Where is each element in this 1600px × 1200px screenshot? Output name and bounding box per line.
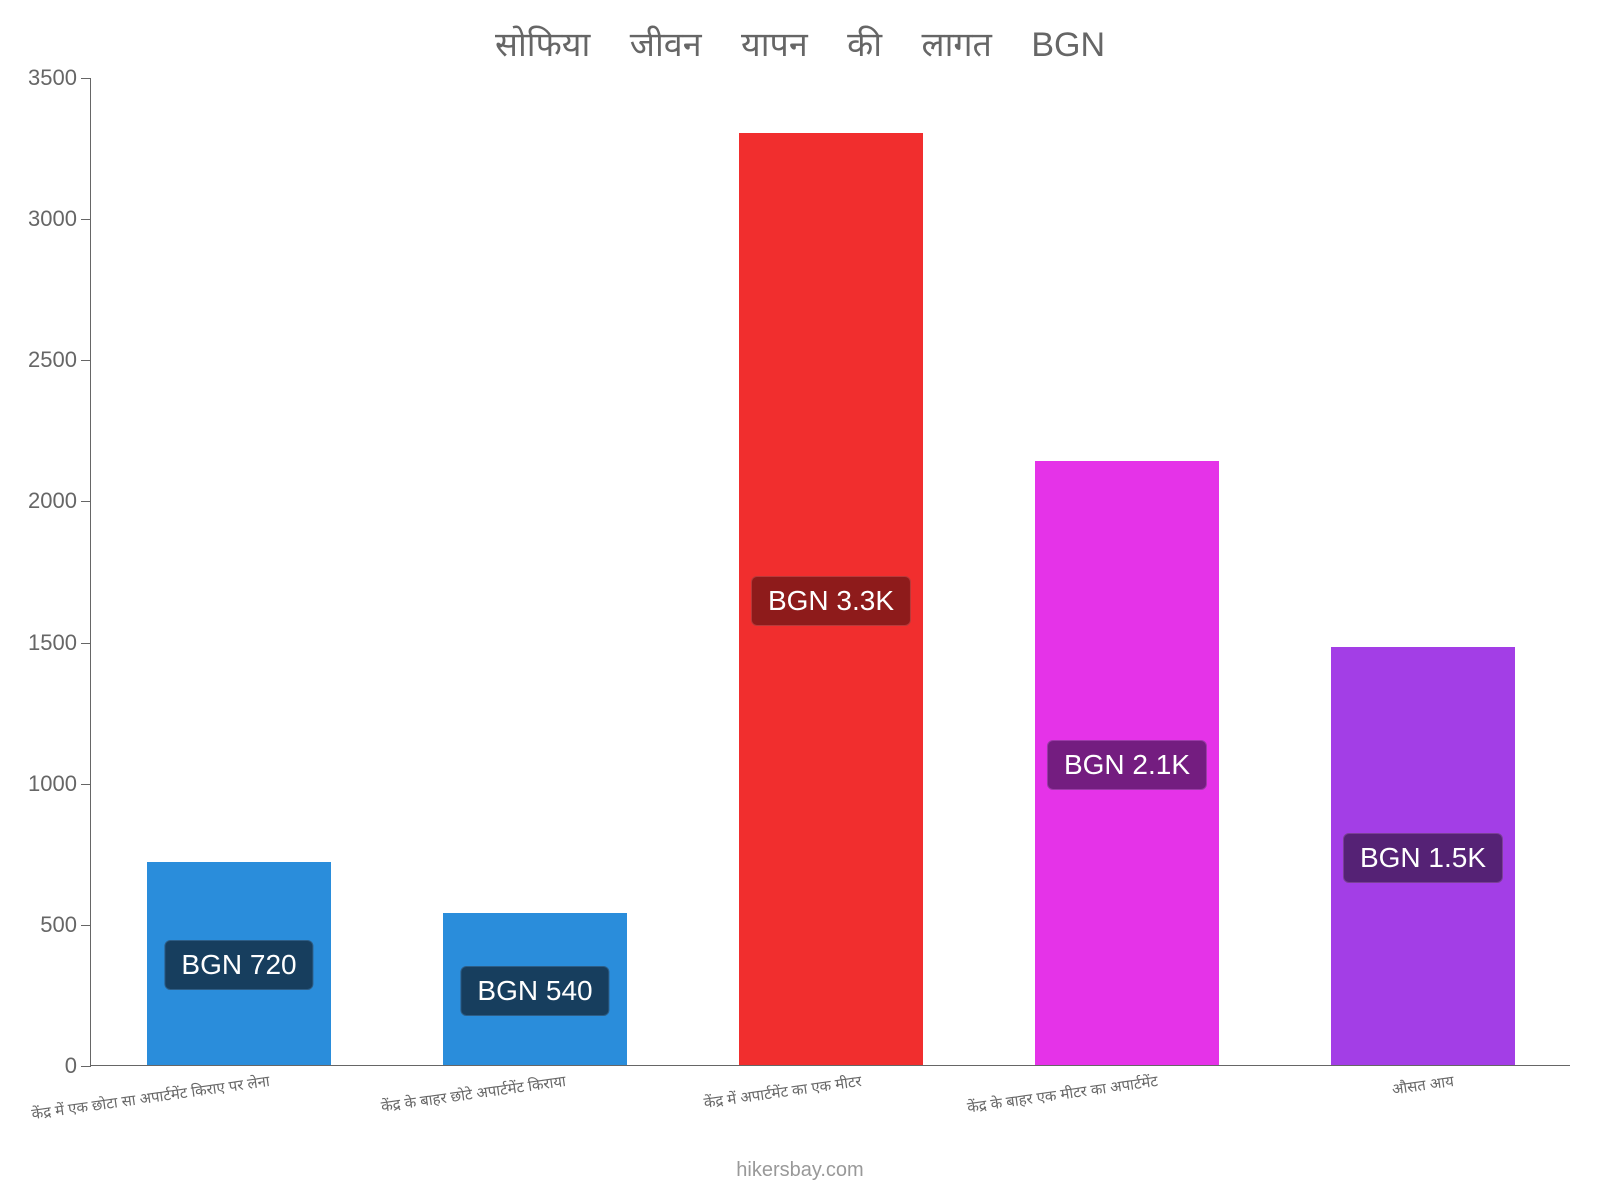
y-tick: [81, 501, 91, 502]
y-tick: [81, 1066, 91, 1067]
y-tick: [81, 925, 91, 926]
y-tick: [81, 643, 91, 644]
y-tick: [81, 360, 91, 361]
x-axis-label: केंद्र के बाहर छोटे अपार्टमेंट किराया: [379, 1071, 566, 1117]
y-axis-label: 3500: [28, 65, 77, 91]
x-axis-label: केंद्र के बाहर एक मीटर का अपार्टमेंट: [966, 1071, 1159, 1118]
plot-area: BGN 720BGN 540BGN 3.3KBGN 2.1KBGN 1.5K 0…: [90, 78, 1570, 1066]
cost-of-living-chart: सोफिया जीवन यापन की लागत BGN BGN 720BGN …: [0, 0, 1600, 1200]
x-axis-label: केंद्र में अपार्टमेंट का एक मीटर: [703, 1071, 863, 1113]
chart-title: सोफिया जीवन यापन की लागत BGN: [0, 20, 1600, 66]
y-axis-label: 0: [65, 1053, 77, 1079]
bar-value-label: BGN 2.1K: [1047, 740, 1207, 790]
y-tick: [81, 78, 91, 79]
bar-value-label: BGN 1.5K: [1343, 833, 1503, 883]
y-axis-label: 500: [40, 912, 77, 938]
bar-value-label: BGN 3.3K: [751, 576, 911, 626]
bar-value-label: BGN 540: [460, 966, 609, 1016]
bars-container: BGN 720 BGN 540 BGN 3.3K BGN 2.1K BGN 1.5K: [91, 78, 1570, 1065]
y-axis-label: 2500: [28, 347, 77, 373]
source-label: hikersbay.com: [0, 1159, 1600, 1182]
bar-value-label: BGN 720: [164, 940, 313, 990]
y-axis-label: 1000: [28, 771, 77, 797]
y-axis-label: 2000: [28, 488, 77, 514]
y-tick: [81, 219, 91, 220]
x-axis-label: औसत आय: [1390, 1071, 1454, 1099]
y-axis-label: 1500: [28, 630, 77, 656]
y-tick: [81, 784, 91, 785]
y-axis-label: 3000: [28, 206, 77, 232]
